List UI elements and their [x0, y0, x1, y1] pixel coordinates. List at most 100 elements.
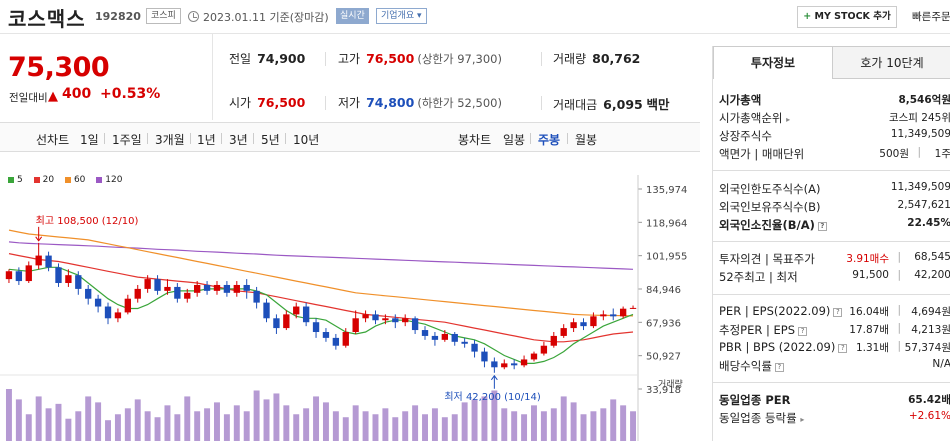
- per-label-wrap: PER | EPS(2022.09)?: [719, 304, 843, 318]
- tab-10y[interactable]: 10년: [293, 133, 320, 147]
- candle-body: [283, 314, 290, 329]
- tab-monthly[interactable]: 월봉: [575, 133, 598, 147]
- volume-bar: [174, 414, 181, 441]
- unit-value: 1주: [934, 148, 950, 160]
- volume-bar: [352, 405, 359, 441]
- candle-body: [461, 341, 468, 344]
- par-label: 액면가 | 매매단위: [719, 147, 805, 161]
- candle-body: [25, 265, 32, 282]
- tab-1w[interactable]: 1주일: [112, 133, 142, 147]
- candle-body: [85, 288, 92, 299]
- volume-bar: [5, 389, 12, 441]
- candle-body: [174, 286, 181, 299]
- line-chart-label: 선차트: [36, 133, 70, 147]
- volume-bar: [15, 399, 22, 441]
- volume-bar: [45, 408, 52, 441]
- candle-body: [253, 290, 260, 303]
- amount-label: 거래대금: [553, 98, 598, 112]
- company-info-button[interactable]: 기업개요 ▾: [376, 8, 427, 24]
- prev-label: 전일: [229, 52, 252, 66]
- caret-right-icon: ▸: [800, 415, 805, 424]
- legend-ma5-label: 5: [17, 175, 23, 185]
- legend-ma120-label: 120: [105, 175, 123, 185]
- price-chart[interactable]: 135,974 118,964 101,955 84,946 67,936 50,927 3…: [0, 165, 700, 441]
- industry-rate-label-wrap: 동일업종 등락률 ▸: [719, 410, 804, 426]
- high-marker-arrow: [35, 236, 43, 242]
- tab-invest-info[interactable]: 투자정보: [713, 46, 833, 79]
- help-icon[interactable]: ?: [817, 222, 827, 231]
- candle-body: [431, 335, 439, 340]
- volume-bar: [630, 411, 637, 441]
- legend-ma120: 120: [96, 175, 122, 185]
- volume-bar: [412, 405, 419, 441]
- prev-value: 74,900: [257, 51, 306, 66]
- add-mystock-button[interactable]: + MY STOCK 추가: [797, 6, 897, 28]
- candle-body: [610, 314, 617, 317]
- volume-bar: [134, 399, 141, 441]
- div-label: 배당수익률: [719, 359, 772, 373]
- tab-5y[interactable]: 5년: [261, 133, 280, 147]
- legend-ma5: 5: [8, 175, 23, 185]
- div-label-wrap: 배당수익률?: [719, 358, 784, 374]
- pbr-value: 1.31배: [855, 342, 889, 354]
- realtime-badge[interactable]: 실시간: [336, 8, 369, 24]
- stock-header: 코스맥스 192820 코스피 2023.01.11 기준(장마감) 실시간 기…: [0, 0, 950, 34]
- volume-axis-label: 거래량: [658, 378, 683, 390]
- ma120-line: [8, 241, 634, 270]
- foreign-ratio-label: 외국인소진율(B/A): [719, 218, 815, 232]
- foreign-hold-row: 외국인보유주식수(B) 2,547,621: [719, 199, 950, 217]
- volume-bar: [124, 408, 131, 441]
- help-icon[interactable]: ?: [838, 344, 848, 353]
- candle-body: [392, 318, 399, 323]
- low-price: 저가 74,800 (하한가 52,500): [338, 94, 502, 122]
- clock-icon: [188, 11, 199, 22]
- volume-bar: [600, 408, 607, 441]
- par-value: 500원: [879, 148, 909, 160]
- tab-1d[interactable]: 1일: [80, 133, 99, 147]
- tab-3m[interactable]: 3개월: [155, 133, 185, 147]
- high-label: 고가: [338, 52, 361, 66]
- volume-bar: [501, 408, 508, 441]
- shares-label: 상장주식수: [719, 129, 772, 143]
- candle-body: [65, 275, 72, 284]
- candle-body: [213, 284, 221, 291]
- w52-label: 52주최고 | 최저: [719, 270, 798, 284]
- volume-bar: [55, 403, 62, 441]
- tab-daily[interactable]: 일봉: [503, 133, 526, 147]
- volume-bar: [550, 408, 557, 441]
- volume-bar: [114, 414, 121, 441]
- listed-shares-row: 상장주식수 11,349,509: [719, 128, 950, 146]
- volume-bar: [471, 399, 478, 441]
- candle-body: [362, 314, 369, 319]
- diff-percent: +0.53%: [100, 86, 161, 102]
- w52-low-value: 42,200: [914, 269, 950, 281]
- candle-body: [411, 318, 419, 331]
- candle-body: [45, 255, 52, 268]
- lower-limit: (하한가 52,500): [417, 96, 502, 110]
- volume-bar: [25, 414, 32, 441]
- mcap-rank-label-wrap: 시가총액순위 ▸: [719, 110, 790, 126]
- volume-bar: [194, 411, 201, 441]
- mcap-rank-label: 시가총액순위: [719, 111, 783, 125]
- tab-3y[interactable]: 3년: [229, 133, 248, 147]
- tab-order-book[interactable]: 호가 10단계: [833, 46, 950, 79]
- quick-order-button[interactable]: 빠른주문: [912, 11, 950, 23]
- candle-body: [332, 337, 340, 346]
- candle-body: [600, 314, 607, 317]
- tab-weekly[interactable]: 주봉: [538, 133, 561, 147]
- chevron-down-icon: ▾: [417, 11, 422, 21]
- volume-bar: [273, 393, 280, 441]
- w52-row: 52주최고 | 최저 91,500 | 42,200: [719, 269, 950, 284]
- foreign-hold-label: 외국인보유주식수(B): [719, 200, 821, 214]
- tab-1y[interactable]: 1년: [197, 133, 216, 147]
- ma20-line: [8, 253, 634, 343]
- help-icon[interactable]: ?: [798, 327, 808, 336]
- est-per-value: 17.87배: [849, 324, 889, 336]
- help-icon[interactable]: ?: [774, 363, 784, 372]
- help-icon[interactable]: ?: [833, 308, 843, 317]
- candle-body: [194, 284, 201, 293]
- candle-body: [243, 284, 250, 291]
- volume-bar: [105, 420, 111, 441]
- candle-body: [322, 332, 330, 338]
- volume-bar: [461, 402, 468, 441]
